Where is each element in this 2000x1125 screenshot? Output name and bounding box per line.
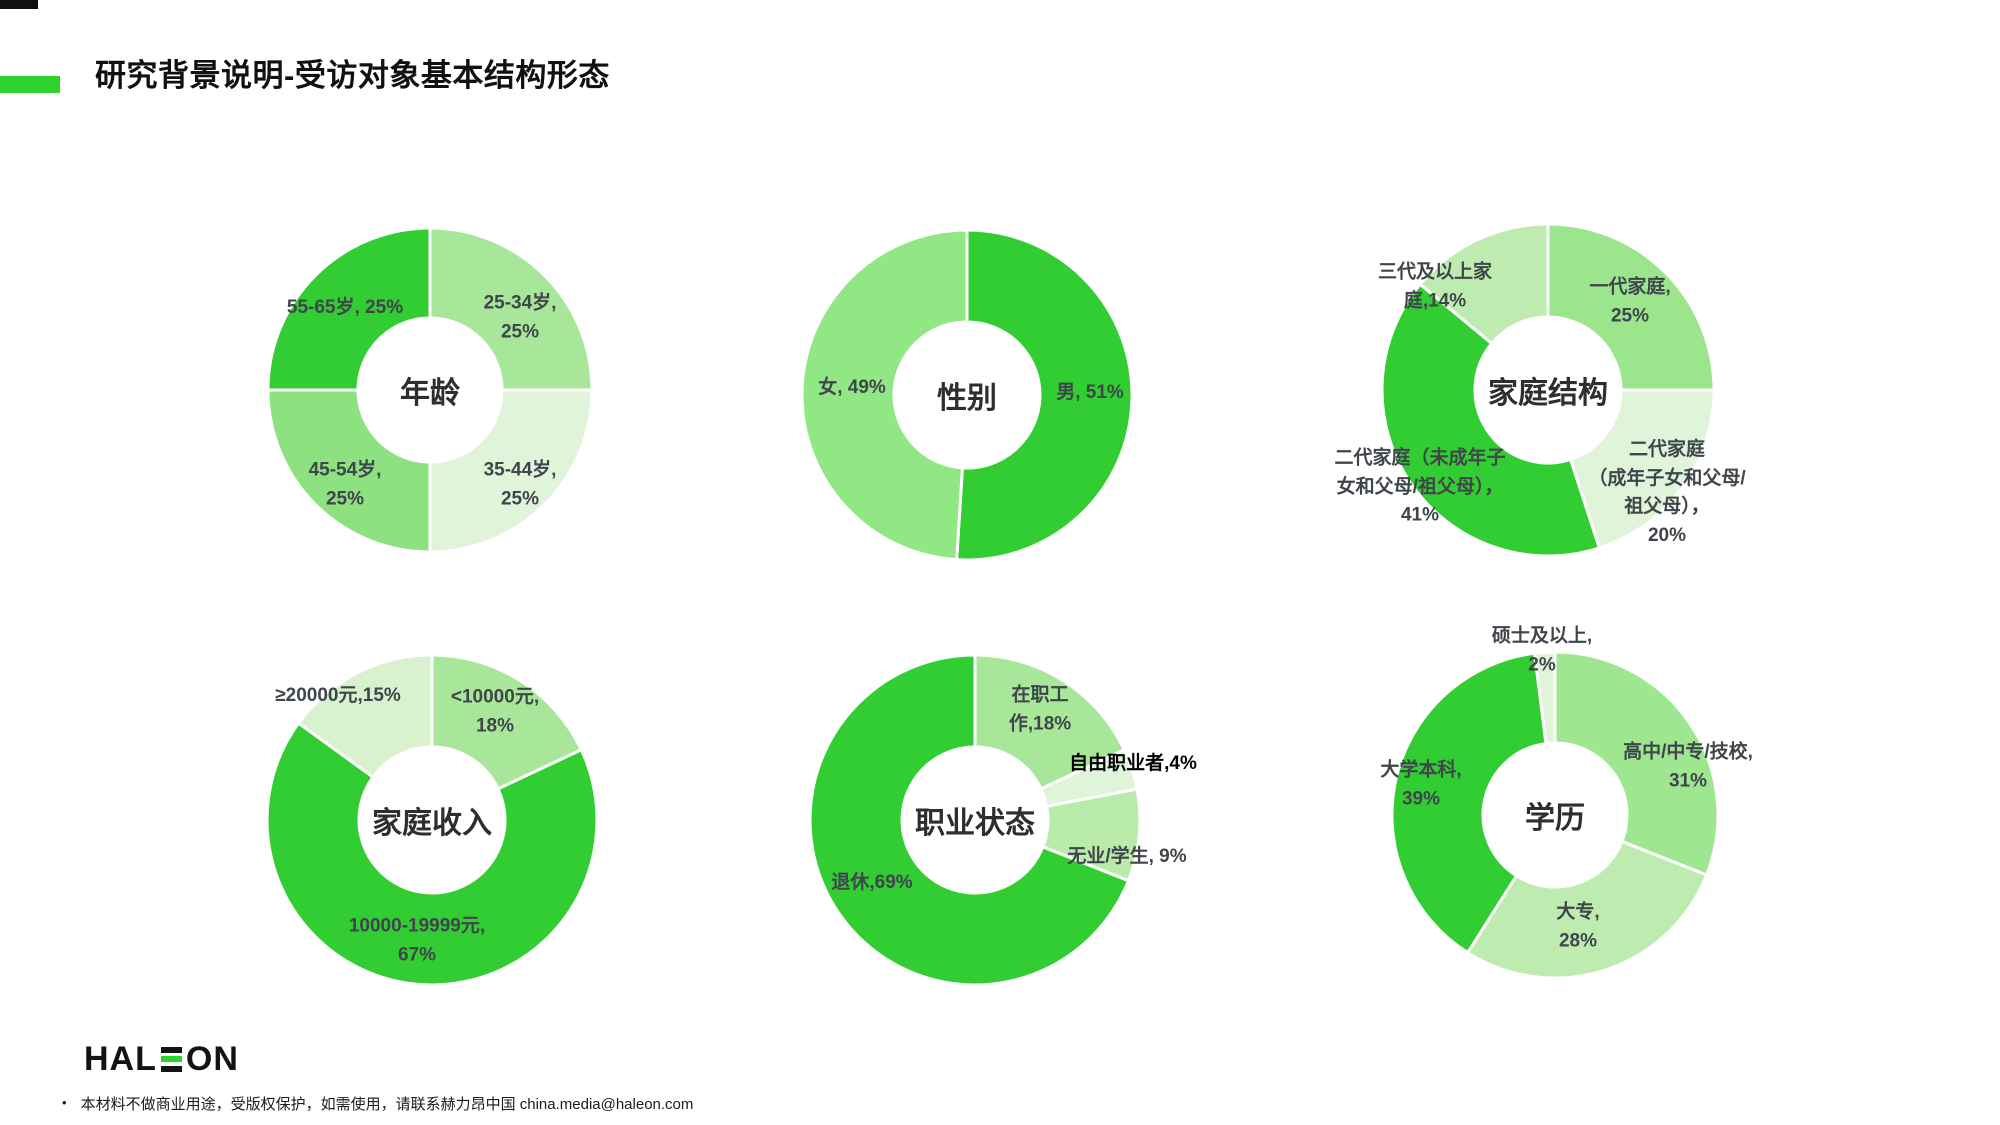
slice-family-structure-3: [1417, 222, 1550, 346]
data-label-age-0: 25-34岁, 25%: [483, 292, 557, 343]
data-label-family-structure-0: 一代家庭, 25%: [1589, 276, 1671, 327]
donut-chart-education: [1390, 650, 1720, 980]
data-label-household-income-2: ≥20000元,15%: [275, 684, 401, 706]
donut-chart-household-income: [265, 653, 599, 987]
data-label-household-income-0: <10000元, 18%: [450, 686, 540, 737]
slice-household-income-1: [265, 720, 599, 987]
title-accent-bar: [0, 76, 60, 93]
haleon-logo-on: ON: [185, 1040, 239, 1078]
data-label-family-structure-2: 二代家庭（未成年子 女和父母/祖父母）， 41%: [1334, 447, 1506, 526]
data-label-education-2: 大学本科, 39%: [1380, 759, 1462, 810]
chart-title-family-structure: 家庭结构: [1488, 377, 1608, 410]
slide-title: 研究背景说明-受访对象基本结构形态: [95, 58, 610, 93]
chart-title-age: 年龄: [400, 377, 460, 410]
slice-education-0: [1553, 650, 1720, 877]
chart-title-occupation-status: 职业状态: [915, 807, 1035, 840]
haleon-logo-e-icon: [160, 1046, 182, 1072]
data-label-education-0: 高中/中专/技校, 31%: [1623, 741, 1753, 792]
chart-title-gender: 性别: [937, 382, 997, 415]
slice-family-structure-0: [1546, 222, 1716, 392]
slice-gender-0: [955, 228, 1134, 562]
slice-household-income-2: [296, 653, 434, 780]
slice-occupation-status-3: [808, 653, 1131, 987]
data-label-family-structure-3: 三代及以上家 庭,14%: [1377, 261, 1493, 312]
donut-chart-family-structure: [1380, 222, 1716, 558]
slice-occupation-status-0: [973, 653, 1127, 791]
data-label-family-structure-1: 二代家庭 （成年子女和父母/ 祖父母）， 20%: [1588, 439, 1746, 546]
data-label-age-1: 35-44岁, 25%: [483, 459, 557, 510]
data-label-occupation-status-2: 无业/学生, 9%: [1067, 845, 1187, 867]
slice-family-structure-1: [1568, 388, 1716, 550]
data-label-occupation-status-3: 退休,69%: [831, 871, 913, 893]
data-label-occupation-status-1: 自由职业者,4%: [1069, 752, 1197, 774]
data-label-gender-1: 女, 49%: [818, 376, 886, 398]
slice-age-2: [266, 388, 432, 554]
haleon-logo: HAL ON: [84, 1042, 239, 1076]
data-label-household-income-1: 10000-19999元, 67%: [348, 915, 486, 966]
slice-education-3: [1532, 650, 1557, 746]
slice-family-structure-2: [1380, 282, 1602, 558]
data-label-age-3: 55-65岁, 25%: [286, 296, 404, 318]
chart-title-education: 学历: [1525, 802, 1585, 835]
donut-chart-age: [266, 226, 594, 554]
donut-chart-occupation-status: [808, 653, 1142, 987]
corner-dash: [0, 0, 38, 9]
haleon-logo-hal: HAL: [84, 1040, 157, 1078]
slice-education-1: [1465, 839, 1709, 980]
slice-age-0: [428, 226, 594, 392]
donut-chart-gender: [800, 228, 1134, 562]
footnote-text: 本材料不做商业用途，受版权保护，如需使用，请联系赫力昂中国 china.medi…: [80, 1096, 694, 1113]
data-label-education-1: 大专, 28%: [1556, 901, 1600, 952]
data-label-age-2: 45-54岁, 25%: [308, 459, 382, 510]
slice-education-2: [1390, 651, 1548, 955]
data-label-gender-0: 男, 51%: [1056, 381, 1124, 403]
slice-age-3: [266, 226, 432, 392]
data-label-education-3: 硕士及以上, 2%: [1491, 625, 1593, 676]
footnote: • 本材料不做商业用途，受版权保护，如需使用，请联系赫力昂中国 china.me…: [62, 1093, 693, 1114]
slice-household-income-0: [430, 653, 584, 791]
data-label-occupation-status-0: 在职工 作,18%: [1008, 684, 1072, 735]
chart-title-household-income: 家庭收入: [372, 807, 492, 840]
slice-age-1: [428, 388, 594, 554]
slice-gender-1: [800, 228, 969, 562]
footnote-bullet: •: [62, 1095, 67, 1110]
